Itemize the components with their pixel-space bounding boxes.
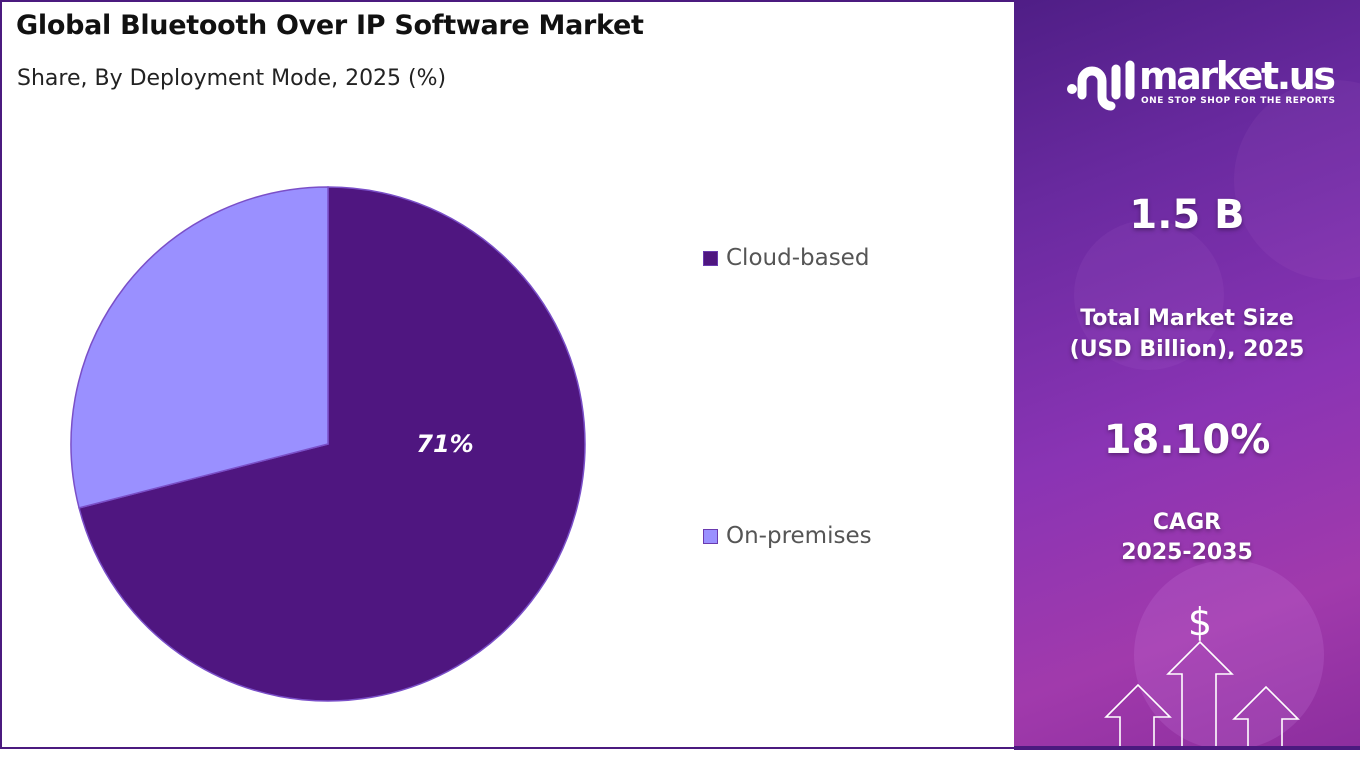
legend-item-on-premises[interactable]: On-premises [703, 523, 872, 549]
legend-label: On-premises [726, 523, 872, 549]
pie-slice-cloud-based[interactable] [78, 186, 586, 702]
market-size-label-1: Total Market Size [1080, 306, 1294, 331]
market-size-value: 1.5 B [1129, 192, 1245, 238]
growth-arrows-icon: $ [1104, 600, 1300, 750]
dollar-icon: $ [1188, 600, 1212, 644]
legend-swatch [703, 528, 718, 544]
legend-label: Cloud-based [726, 245, 870, 271]
svg-text:market.us: market.us [1139, 55, 1336, 98]
svg-text:ONE STOP SHOP FOR THE REPORTS: ONE STOP SHOP FOR THE REPORTS [1141, 96, 1336, 106]
data-label-cloud-based: 71% [416, 430, 473, 458]
arrow-up-icon [1104, 683, 1172, 750]
arrow-up-icon [1166, 640, 1234, 750]
cagr-value: 18.10% [1103, 417, 1271, 463]
legend-swatch [703, 250, 718, 266]
cagr-label-2: 2025-2035 [1121, 540, 1253, 565]
legend-item-cloud-based[interactable]: Cloud-based [703, 245, 869, 271]
market-size-label-2: (USD Billion), 2025 [1069, 337, 1305, 362]
market-us-logo-text: market.us ONE STOP SHOP FOR THE REPORTS [1139, 55, 1336, 106]
market-us-logo-icon [1067, 60, 1135, 111]
summary-panel: market.us ONE STOP SHOP FOR THE REPORTS … [1014, 0, 1360, 750]
arrow-up-icon [1232, 685, 1300, 750]
chart-subtitle: Share, By Deployment Mode, 2025 (%) [17, 66, 447, 91]
cagr-label-1: CAGR [1152, 510, 1222, 535]
chart-title: Global Bluetooth Over IP Software Market [16, 10, 644, 41]
pie-chart: 71% [70, 186, 586, 702]
chart-frame [0, 0, 1014, 749]
pie-slice-on-premises[interactable] [70, 186, 329, 509]
